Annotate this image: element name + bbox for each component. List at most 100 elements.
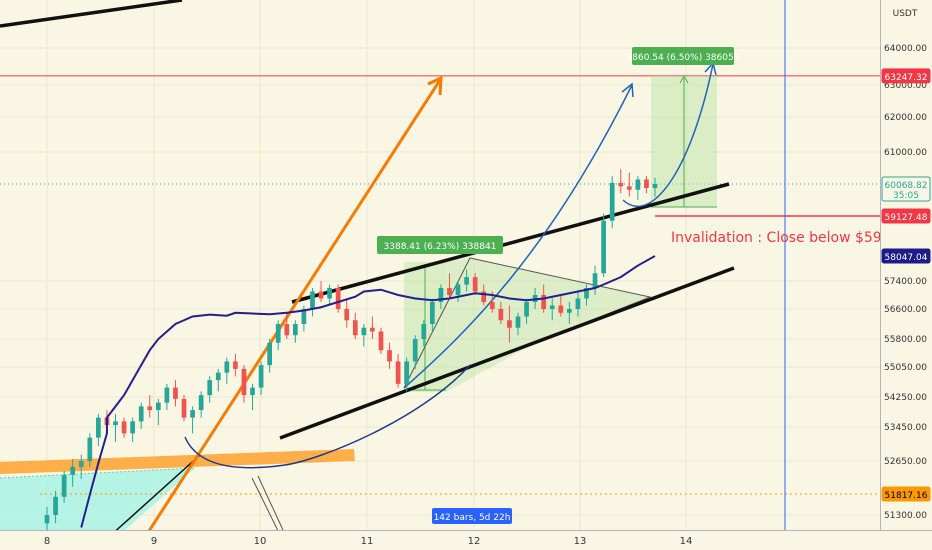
price-label-3[interactable]: 58047.04 <box>881 248 931 264</box>
candle-body-15 <box>173 387 178 399</box>
candle-body-49 <box>464 277 469 285</box>
price-label-bg-4 <box>881 486 931 502</box>
bars-range-label-bg <box>432 508 512 524</box>
candle-body-58 <box>541 295 547 309</box>
candle-body-9 <box>121 421 127 434</box>
y-tick-label-10: 52650.00 <box>884 457 927 467</box>
y-tick-label-3: 61000.00 <box>884 148 927 158</box>
candle-body-48 <box>455 284 461 295</box>
y-tick-label-8: 54250.00 <box>884 393 927 403</box>
measure-label-top[interactable]: 3860.54 (6.50%) 386054 <box>627 47 740 65</box>
price-label-text-4: 51817.16 <box>885 491 928 501</box>
price-label-bg-2 <box>881 208 931 224</box>
x-tick-label-6: 14 <box>680 536 693 547</box>
orange-support-band <box>0 449 355 474</box>
y-tick-label-0: 64000.00 <box>884 44 927 54</box>
candle-body-12 <box>147 406 153 411</box>
candle-body-21 <box>224 361 230 373</box>
candle-body-66 <box>609 182 615 221</box>
orange-arrowhead <box>427 75 443 96</box>
bars-range-label-text: 142 bars, 5d 22h <box>434 513 511 523</box>
channel-upper-line <box>291 182 730 304</box>
measure-arrowhead-top <box>679 74 689 84</box>
candle-body-2 <box>61 474 67 497</box>
thin-line-b <box>257 475 284 531</box>
trend-line-top-left <box>0 0 183 28</box>
candle-body-39 <box>378 331 384 351</box>
measure-label-top-text: 3860.54 (6.50%) 386054 <box>627 53 740 63</box>
candle-body-53 <box>498 309 504 321</box>
candle-body-13 <box>155 402 161 411</box>
price-axis-panel <box>881 0 932 550</box>
y-tick-label-4: 57400.00 <box>884 277 927 287</box>
candle-body-67 <box>618 182 624 187</box>
price-label-0[interactable]: 63247.32 <box>881 68 931 84</box>
candle-body-32 <box>318 291 324 299</box>
candle-body-22 <box>233 361 238 369</box>
moving-average-line <box>80 255 656 528</box>
candle-body-69 <box>635 179 641 190</box>
grid <box>0 0 880 530</box>
measure-label-mid[interactable]: 3388.41 (6.23%) 338841 <box>377 236 503 254</box>
x-tick-label-0: 8 <box>44 536 50 547</box>
price-label-bg-1 <box>881 176 931 202</box>
candle-body-65 <box>601 220 606 274</box>
time-axis-panel <box>0 530 932 550</box>
price-label-2[interactable]: 59127.48 <box>881 208 931 224</box>
candle-body-4 <box>78 461 84 467</box>
candle-body-61 <box>567 309 572 313</box>
candle-body-28 <box>284 324 290 336</box>
candle-body-68 <box>626 186 632 190</box>
candle-body-41 <box>395 361 401 384</box>
candle-body-54 <box>507 320 512 328</box>
candle-body-70 <box>644 179 649 189</box>
candle-body-27 <box>275 324 281 343</box>
candle-body-56 <box>524 302 529 317</box>
price-label-sub-1: 35:05 <box>893 191 919 201</box>
channel-lower-line <box>279 266 735 440</box>
candle-body-5 <box>87 437 93 461</box>
drawings-layer[interactable] <box>0 0 880 546</box>
x-tick-label-3: 11 <box>361 536 374 547</box>
candle-body-0 <box>44 515 50 524</box>
candle-body-50 <box>472 277 478 292</box>
candle-body-10 <box>130 421 135 434</box>
candle-body-40 <box>387 350 392 362</box>
candle-body-26 <box>267 342 273 366</box>
candle-body-43 <box>412 339 418 362</box>
measure-label-mid-text: 3388.41 (6.23%) 338841 <box>384 242 497 252</box>
candle-body-36 <box>352 320 358 336</box>
candle-body-71 <box>652 184 658 189</box>
candle-body-30 <box>301 309 307 324</box>
candle-body-19 <box>207 380 213 396</box>
candle-body-63 <box>584 288 589 299</box>
candle-body-38 <box>370 327 375 332</box>
x-tick-label-4: 12 <box>468 536 481 547</box>
candle-body-23 <box>241 368 247 396</box>
candle-body-59 <box>549 305 555 309</box>
price-label-bg-0 <box>881 68 931 84</box>
candle-body-62 <box>575 298 581 309</box>
bars-range-label[interactable]: 142 bars, 5d 22h <box>432 508 512 524</box>
price-label-text-0: 63247.32 <box>885 73 928 83</box>
candle-body-17 <box>190 410 195 418</box>
cyan-zone-edge <box>0 467 196 479</box>
candle-body-46 <box>438 288 444 302</box>
x-tick-label-2: 10 <box>254 536 267 547</box>
measure-label-top-bg <box>632 47 734 65</box>
candle-body-51 <box>481 291 487 302</box>
candle-body-64 <box>592 273 598 288</box>
candle-body-34 <box>335 288 341 309</box>
candle-body-60 <box>558 305 564 313</box>
price-label-bg-3 <box>881 248 931 264</box>
price-label-4[interactable]: 51817.16 <box>881 486 931 502</box>
y-tick-label-2: 62000.00 <box>884 113 927 123</box>
candle-body-33 <box>327 288 332 299</box>
candle-body-35 <box>344 309 350 321</box>
candle-body-45 <box>429 302 435 324</box>
candle-body-44 <box>421 324 427 339</box>
y-tick-label-11: 51300.00 <box>884 511 927 521</box>
